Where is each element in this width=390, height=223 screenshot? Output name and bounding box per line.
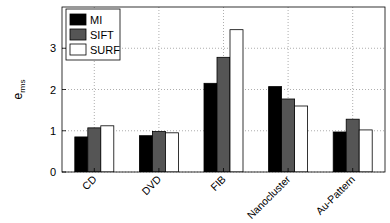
- legend-label: MI: [90, 14, 102, 26]
- y-tick-label: 0: [50, 166, 56, 178]
- bar: [230, 30, 243, 172]
- legend-label: SURF: [90, 44, 120, 56]
- y-tick-label: 3: [50, 42, 56, 54]
- x-tick-label: DVD: [139, 173, 163, 197]
- y-tick-label: 2: [50, 84, 56, 96]
- y-tick: [62, 130, 66, 131]
- y-label: erms: [11, 79, 27, 99]
- bar: [346, 119, 359, 172]
- frame: [62, 7, 385, 172]
- bar: [101, 126, 114, 172]
- x-tick: [223, 168, 224, 172]
- x-tick-label: Nanocluster: [244, 173, 292, 221]
- bar: [165, 133, 178, 172]
- chart: 0 1 2 3 CD DVD FIB Nanocluster Au-Pattern erms MI S…: [0, 0, 390, 223]
- bars: [75, 30, 372, 172]
- bar: [139, 136, 152, 172]
- legend-box: [66, 9, 120, 60]
- legend-swatch: [70, 44, 86, 55]
- bar: [88, 128, 101, 172]
- x-tick: [94, 168, 95, 172]
- bar: [217, 57, 230, 172]
- bar: [333, 132, 346, 172]
- legend-label: SIFT: [90, 29, 114, 41]
- y-tick: [62, 89, 66, 90]
- bar: [152, 132, 165, 172]
- y-tick-label: 1: [50, 125, 56, 137]
- x-tick: [288, 168, 289, 172]
- bar: [269, 87, 282, 172]
- x-tick: [158, 168, 159, 172]
- x-tick-label: Au-Pattern: [313, 173, 357, 217]
- x-tick-label: CD: [80, 173, 100, 193]
- bar: [359, 130, 372, 172]
- legend: MI SIFT SURF: [66, 9, 120, 60]
- bar: [295, 106, 308, 172]
- bar: [75, 137, 88, 172]
- plot-bg: [62, 7, 385, 172]
- x-tick-label: FIB: [208, 173, 228, 193]
- y-label-sub: rms: [18, 79, 27, 92]
- x-tick: [352, 168, 353, 172]
- bar: [282, 99, 295, 172]
- legend-swatch: [70, 14, 86, 25]
- y-tick: [62, 172, 66, 173]
- legend-swatch: [70, 29, 86, 40]
- y-tick: [62, 48, 66, 49]
- bar: [204, 83, 217, 172]
